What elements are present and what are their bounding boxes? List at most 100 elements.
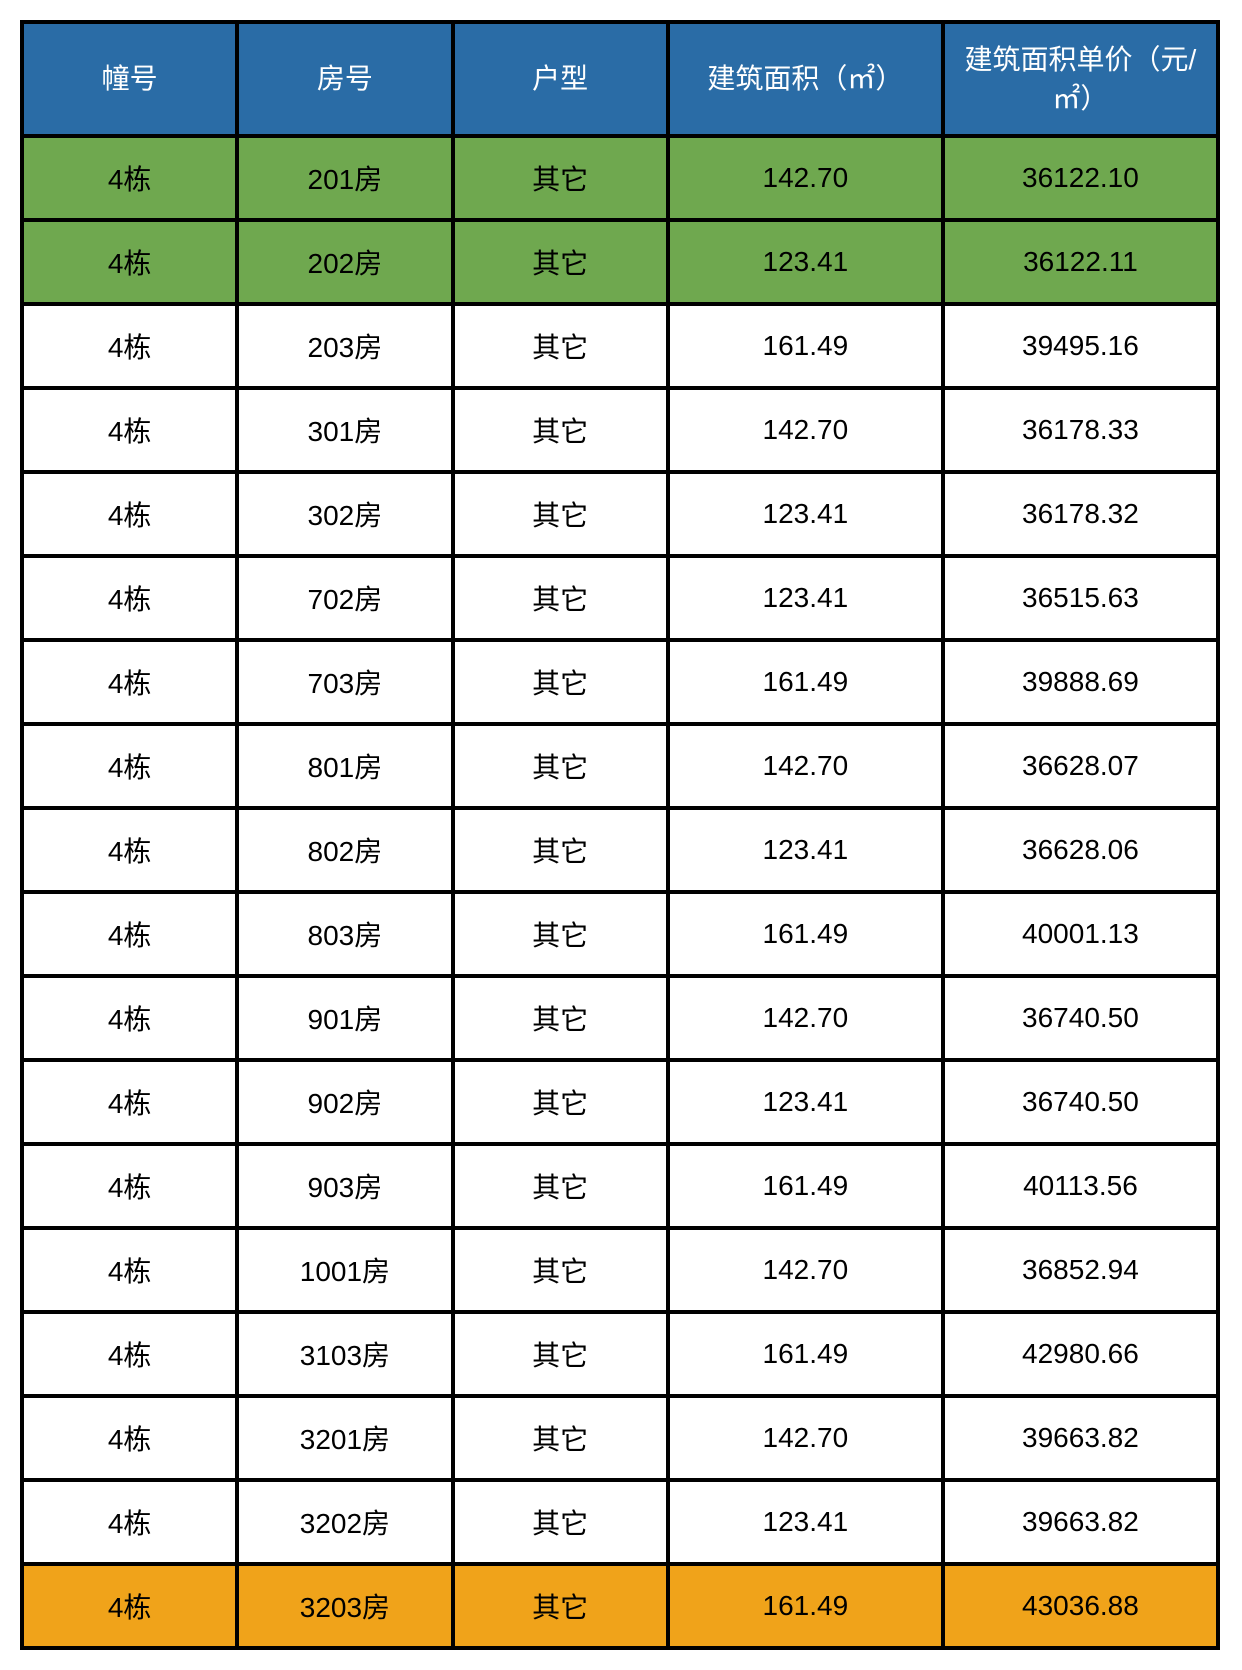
cell-area: 142.70	[668, 724, 943, 808]
cell-room: 703房	[237, 640, 452, 724]
cell-type: 其它	[453, 1480, 668, 1564]
cell-price: 36122.10	[943, 136, 1218, 220]
table-header-row: 幢号 房号 户型 建筑面积（㎡） 建筑面积单价（元/㎡）	[22, 22, 1218, 136]
table-row: 4栋3202房其它123.4139663.82	[22, 1480, 1218, 1564]
cell-type: 其它	[453, 1312, 668, 1396]
cell-type: 其它	[453, 1144, 668, 1228]
cell-room: 3203房	[237, 1564, 452, 1648]
cell-price: 36515.63	[943, 556, 1218, 640]
cell-price: 36852.94	[943, 1228, 1218, 1312]
cell-area: 161.49	[668, 1564, 943, 1648]
cell-room: 702房	[237, 556, 452, 640]
col-header-room: 房号	[237, 22, 452, 136]
cell-room: 201房	[237, 136, 452, 220]
cell-area: 161.49	[668, 1312, 943, 1396]
table-row: 4栋3103房其它161.4942980.66	[22, 1312, 1218, 1396]
cell-area: 123.41	[668, 556, 943, 640]
col-header-area: 建筑面积（㎡）	[668, 22, 943, 136]
cell-room: 3202房	[237, 1480, 452, 1564]
table-row: 4栋1001房其它142.7036852.94	[22, 1228, 1218, 1312]
cell-price: 36740.50	[943, 1060, 1218, 1144]
cell-area: 142.70	[668, 136, 943, 220]
cell-building: 4栋	[22, 1228, 237, 1312]
cell-type: 其它	[453, 808, 668, 892]
cell-room: 903房	[237, 1144, 452, 1228]
cell-room: 901房	[237, 976, 452, 1060]
cell-type: 其它	[453, 136, 668, 220]
cell-price: 42980.66	[943, 1312, 1218, 1396]
cell-area: 142.70	[668, 1396, 943, 1480]
cell-price: 36178.32	[943, 472, 1218, 556]
table-row: 4栋801房其它142.7036628.07	[22, 724, 1218, 808]
cell-room: 302房	[237, 472, 452, 556]
cell-building: 4栋	[22, 136, 237, 220]
cell-area: 161.49	[668, 304, 943, 388]
cell-price: 39663.82	[943, 1480, 1218, 1564]
cell-type: 其它	[453, 472, 668, 556]
cell-area: 123.41	[668, 472, 943, 556]
cell-price: 36178.33	[943, 388, 1218, 472]
cell-building: 4栋	[22, 1396, 237, 1480]
cell-building: 4栋	[22, 976, 237, 1060]
cell-building: 4栋	[22, 1480, 237, 1564]
cell-price: 36740.50	[943, 976, 1218, 1060]
cell-building: 4栋	[22, 556, 237, 640]
cell-building: 4栋	[22, 1060, 237, 1144]
cell-building: 4栋	[22, 640, 237, 724]
table-row: 4栋202房其它123.4136122.11	[22, 220, 1218, 304]
table-row: 4栋803房其它161.4940001.13	[22, 892, 1218, 976]
cell-type: 其它	[453, 1564, 668, 1648]
cell-type: 其它	[453, 1228, 668, 1312]
table-row: 4栋3201房其它142.7039663.82	[22, 1396, 1218, 1480]
cell-room: 902房	[237, 1060, 452, 1144]
cell-building: 4栋	[22, 1312, 237, 1396]
cell-type: 其它	[453, 640, 668, 724]
cell-room: 202房	[237, 220, 452, 304]
cell-building: 4栋	[22, 304, 237, 388]
cell-type: 其它	[453, 388, 668, 472]
cell-building: 4栋	[22, 388, 237, 472]
table-row: 4栋901房其它142.7036740.50	[22, 976, 1218, 1060]
cell-price: 36628.07	[943, 724, 1218, 808]
col-header-type: 户型	[453, 22, 668, 136]
table-row: 4栋802房其它123.4136628.06	[22, 808, 1218, 892]
table-row: 4栋903房其它161.4940113.56	[22, 1144, 1218, 1228]
cell-price: 40001.13	[943, 892, 1218, 976]
cell-area: 123.41	[668, 1060, 943, 1144]
cell-area: 161.49	[668, 1144, 943, 1228]
table-row: 4栋703房其它161.4939888.69	[22, 640, 1218, 724]
table-row: 4栋301房其它142.7036178.33	[22, 388, 1218, 472]
cell-type: 其它	[453, 304, 668, 388]
cell-type: 其它	[453, 892, 668, 976]
cell-type: 其它	[453, 976, 668, 1060]
cell-area: 123.41	[668, 220, 943, 304]
table-row: 4栋902房其它123.4136740.50	[22, 1060, 1218, 1144]
table-row: 4栋302房其它123.4136178.32	[22, 472, 1218, 556]
cell-price: 39495.16	[943, 304, 1218, 388]
cell-area: 161.49	[668, 640, 943, 724]
table-body: 4栋201房其它142.7036122.104栋202房其它123.413612…	[22, 136, 1218, 1648]
cell-room: 1001房	[237, 1228, 452, 1312]
cell-price: 40113.56	[943, 1144, 1218, 1228]
cell-type: 其它	[453, 724, 668, 808]
cell-room: 802房	[237, 808, 452, 892]
cell-room: 3201房	[237, 1396, 452, 1480]
cell-area: 161.49	[668, 892, 943, 976]
cell-area: 142.70	[668, 388, 943, 472]
cell-area: 123.41	[668, 808, 943, 892]
cell-type: 其它	[453, 220, 668, 304]
cell-building: 4栋	[22, 892, 237, 976]
cell-price: 39663.82	[943, 1396, 1218, 1480]
col-header-price: 建筑面积单价（元/㎡）	[943, 22, 1218, 136]
cell-area: 123.41	[668, 1480, 943, 1564]
cell-building: 4栋	[22, 472, 237, 556]
table-row: 4栋201房其它142.7036122.10	[22, 136, 1218, 220]
table-row: 4栋702房其它123.4136515.63	[22, 556, 1218, 640]
cell-price: 36628.06	[943, 808, 1218, 892]
cell-type: 其它	[453, 1396, 668, 1480]
cell-building: 4栋	[22, 808, 237, 892]
table-row: 4栋3203房其它161.4943036.88	[22, 1564, 1218, 1648]
cell-room: 203房	[237, 304, 452, 388]
cell-building: 4栋	[22, 724, 237, 808]
cell-room: 3103房	[237, 1312, 452, 1396]
